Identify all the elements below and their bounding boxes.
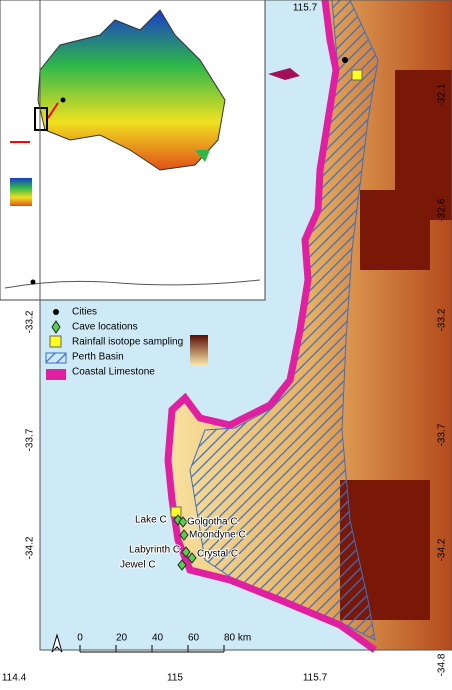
legend-label: Cave locations [72,322,138,333]
legend-cave [51,320,61,334]
legend-basin [45,352,67,364]
caves: Lake C Golgotha C Moondyne C Labyrinth C Cry… [119,514,247,572]
city [342,57,348,63]
sampling [351,69,363,81]
cave [181,546,191,558]
axis-label: -34.2 [437,538,448,561]
cave [179,529,189,541]
legend-city [53,309,59,315]
axis-label: 115 [167,673,183,684]
cave-label: Labyrinth C [129,545,180,556]
cave [177,559,187,571]
scale-bar: 0 20 40 60 80 km [77,633,251,653]
axis-label: -32.6 [437,198,448,221]
axis-label: -33.2 [25,310,36,333]
legend-label: Cities [72,307,97,318]
law-dome-dot [30,279,36,285]
axis-label: -33.7 [25,428,36,451]
axis-label: 115.7 [303,673,328,684]
axis-label: -32.1 [437,83,448,106]
cave-label: Moondyne C [189,530,246,541]
axis-label: 114.4 [2,673,27,684]
rottnest-shape [268,68,300,80]
legend: Cities Cave locations Rainfall isotope sam… [72,307,183,378]
legend-label: Perth Basin [72,352,124,363]
axis-label: 115.7 [293,3,318,14]
scale-label: 0 [77,633,83,644]
north-arrow [51,633,63,653]
australia [37,9,226,171]
antarctica-coast [4,279,261,289]
scale-label: 60 [188,633,200,644]
legend-limestone [46,369,66,380]
legend-label: Rainfall isotope sampling [72,337,183,348]
cave-label: Lake C [135,515,167,526]
study-box [34,107,48,131]
extent-line [47,102,59,119]
cave [178,516,188,528]
cave [187,552,197,564]
scale-label: 20 [116,633,128,644]
cave-label: Jewel C [120,560,156,571]
legend-sampling [49,335,62,348]
frame [39,0,452,651]
cave-label: Crystal C [197,549,238,560]
axis-label: -33.7 [437,423,448,446]
tasmania [195,150,210,162]
scale-label: 40 [152,633,164,644]
cave-label: Golgotha C [187,517,238,528]
coastal-limestone [164,0,378,653]
legend-label: Coastal Limestone [72,367,155,378]
axis-label: -34.2 [25,536,36,559]
rain-ramp [190,335,208,365]
axis-label: -34.8 [437,653,448,676]
sampling [170,506,182,518]
rain-ramp [10,178,32,206]
scale-label: 80 km [224,633,251,644]
lake-dot [60,97,66,103]
axis-label: -33.2 [437,308,448,331]
axes: 115.7 114.4 115 115.7 -33.2 -33.7 -34.2 -32.1 -3… [2,3,448,684]
